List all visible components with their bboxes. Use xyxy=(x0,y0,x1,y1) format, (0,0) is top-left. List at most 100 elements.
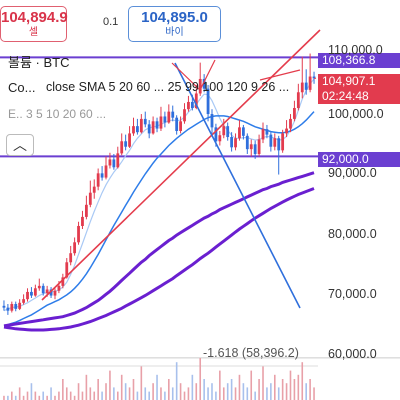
volume-bar xyxy=(148,391,150,400)
volume-bar xyxy=(18,387,21,400)
series-line-sma-20 xyxy=(3,111,315,327)
candle-body xyxy=(92,186,96,193)
blue-trend-line xyxy=(174,62,301,309)
volume-bar xyxy=(22,395,25,400)
volume-bar xyxy=(226,383,229,400)
volume-bar xyxy=(128,387,131,400)
buy-order-box[interactable]: 104,895.0 바이 xyxy=(128,6,221,42)
volume-bar xyxy=(73,395,76,400)
candle-body xyxy=(281,133,285,151)
candle-body xyxy=(81,216,84,226)
volume-bar xyxy=(30,383,33,400)
candle-body xyxy=(26,291,29,300)
candle-body xyxy=(100,173,104,178)
volume-bar xyxy=(120,374,123,400)
candle-body xyxy=(245,135,249,150)
volume-bar xyxy=(144,387,147,400)
volume-bar xyxy=(89,387,92,400)
candle-body xyxy=(33,288,37,296)
ema-legend[interactable]: E.. 3 5 10 20 60 ... xyxy=(8,107,107,121)
volume-bar xyxy=(266,387,268,400)
candle-body xyxy=(104,165,108,178)
candle-body xyxy=(163,116,167,123)
candle-body xyxy=(132,126,135,134)
chevron-up-icon: ︿ xyxy=(13,137,27,153)
volume-bar xyxy=(132,379,135,400)
volume-bar xyxy=(65,387,68,400)
candle-body xyxy=(6,307,10,311)
volume-bar xyxy=(140,366,143,400)
candle-body xyxy=(269,134,273,147)
sell-price: 104,894.9 xyxy=(1,9,68,26)
candle-body xyxy=(65,262,69,278)
volume-bar xyxy=(281,379,284,400)
candle-body xyxy=(167,111,171,123)
volume-bar xyxy=(46,395,48,400)
volume-bar xyxy=(234,387,237,400)
candle-body xyxy=(61,277,65,286)
volume-bar xyxy=(85,374,88,400)
series-line-sma-100 xyxy=(3,187,315,332)
candle-body xyxy=(194,93,198,108)
buy-price: 104,895.0 xyxy=(141,9,208,26)
candle-body xyxy=(198,78,202,94)
y-axis-tick: 100,000.0 xyxy=(328,107,384,121)
candle-body xyxy=(139,118,143,133)
volume-bar xyxy=(81,391,84,400)
volume-bar xyxy=(124,383,127,400)
volume-bar xyxy=(289,370,292,400)
candle-body xyxy=(45,289,49,294)
volume-bar xyxy=(164,391,166,400)
candle-body xyxy=(69,253,73,263)
volume-legend[interactable]: 볼륨 · BTC xyxy=(8,55,70,70)
volume-bar xyxy=(230,379,233,400)
candle-body xyxy=(300,82,304,93)
candle-body xyxy=(41,285,45,294)
candle-body xyxy=(273,138,277,147)
candle-body xyxy=(147,124,151,134)
volume-bar xyxy=(254,391,256,400)
red-trend-line-short xyxy=(259,69,301,81)
candle-body xyxy=(312,76,316,79)
sell-order-box[interactable]: 104,894.9 셀 xyxy=(0,6,68,42)
series-line-sma-60 xyxy=(3,171,315,328)
candle-body xyxy=(57,285,61,291)
volume-bar xyxy=(171,387,174,400)
sma-legend[interactable]: close SMA 5 20 60 ... 25 99 100 120 9 26… xyxy=(46,80,290,94)
y-axis-tick: 90,000.0 xyxy=(328,166,377,180)
candle-body xyxy=(2,305,6,308)
candle-body xyxy=(304,82,308,90)
candle-body xyxy=(14,304,18,309)
candle-body xyxy=(108,159,112,166)
volume-bar xyxy=(313,387,315,400)
y-axis-tick: 110,000.0 xyxy=(328,43,383,57)
candle-body xyxy=(265,129,269,135)
volume-bar xyxy=(26,391,29,400)
volume-bar xyxy=(277,387,280,400)
candle-body xyxy=(88,192,92,205)
volume-bar xyxy=(285,383,288,400)
candle-body xyxy=(96,173,100,187)
volume-bar xyxy=(262,366,264,400)
volume-bar xyxy=(50,387,52,400)
candle-body xyxy=(241,127,245,136)
sma-legend-prefix[interactable]: Co... xyxy=(8,80,36,95)
volume-bar xyxy=(156,374,158,400)
volume-bar xyxy=(309,379,311,400)
collapse-legend-button[interactable]: ︿ xyxy=(6,134,34,156)
candle-body xyxy=(22,299,25,303)
candle-body xyxy=(151,121,155,134)
candle-body xyxy=(190,101,194,108)
candle-body xyxy=(124,141,128,147)
candle-body xyxy=(293,108,296,119)
candle-body xyxy=(116,153,120,168)
candle-body xyxy=(210,114,214,128)
volume-bar xyxy=(305,383,307,400)
candle-body xyxy=(296,92,300,108)
candle-body xyxy=(30,291,33,296)
candle-body xyxy=(206,88,210,115)
red-trend-line-peak xyxy=(171,59,216,91)
volume-bar xyxy=(199,358,202,400)
volume-bar xyxy=(258,379,260,400)
